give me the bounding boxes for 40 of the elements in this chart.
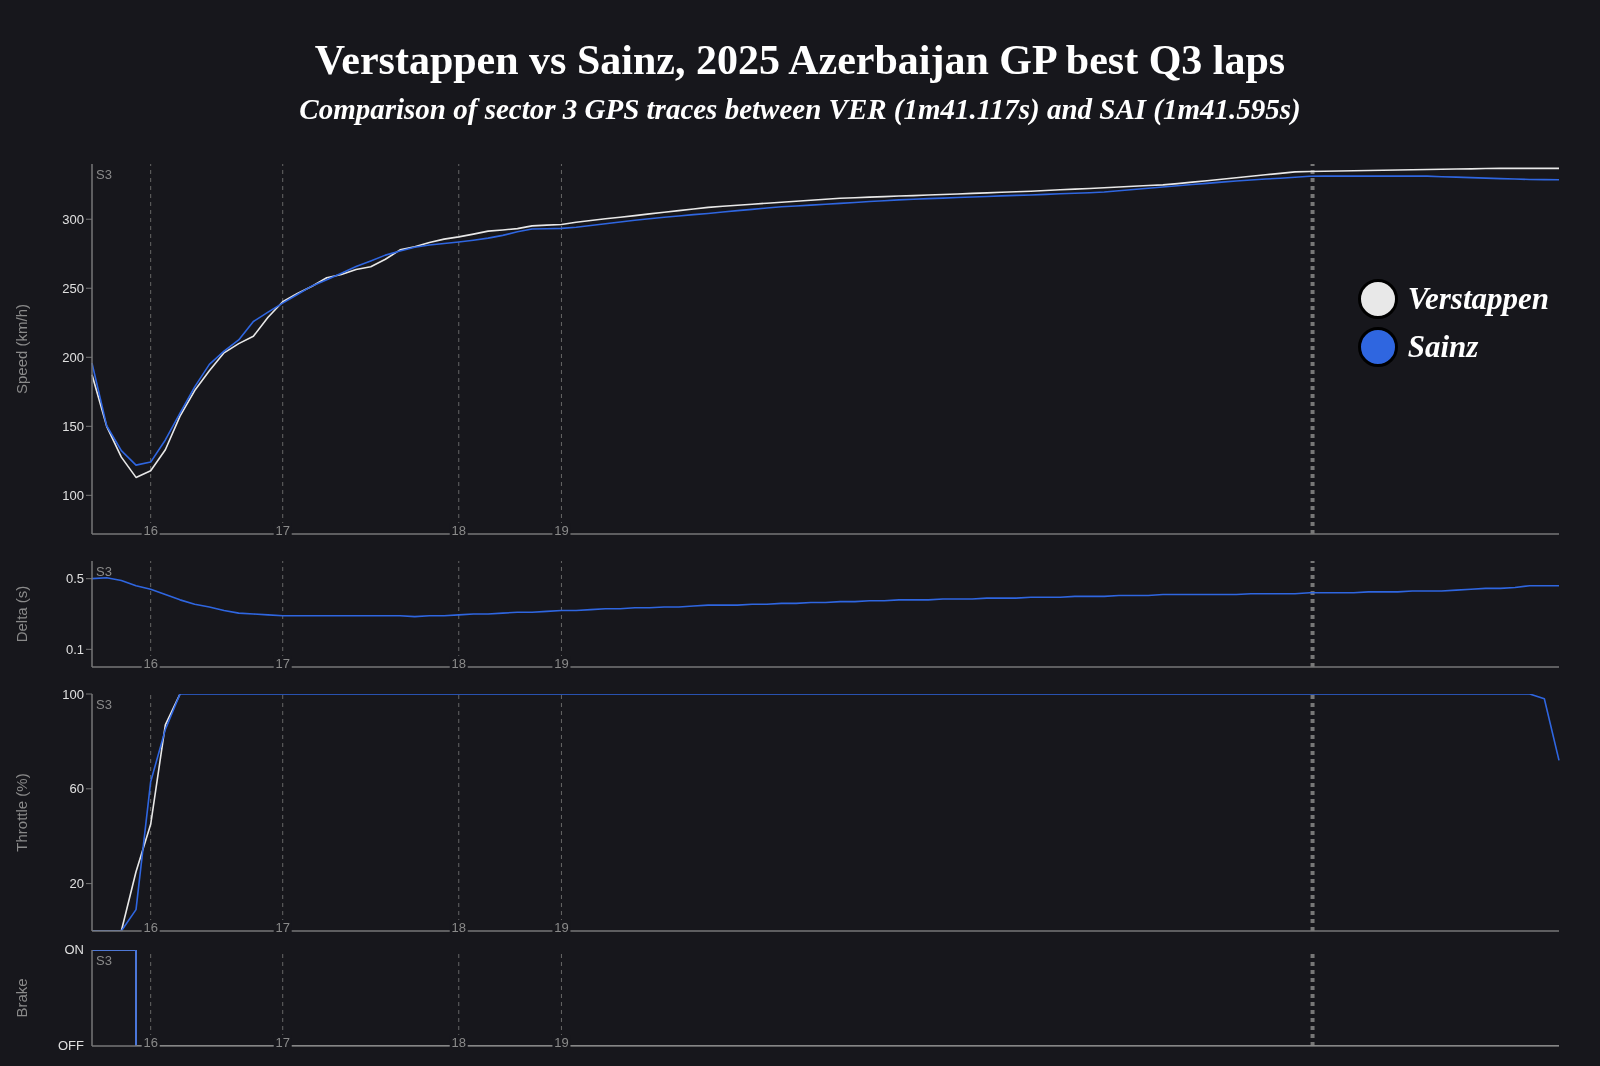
- x-tick-label: 16: [143, 1035, 158, 1050]
- x-tick-label: 18: [451, 656, 466, 671]
- y-axis-title: Speed (km/h): [13, 303, 31, 395]
- y-tick-label: 100: [62, 686, 84, 702]
- x-tick-label: 18: [451, 1035, 466, 1050]
- y-axis-title: Brake: [13, 978, 31, 1018]
- x-tick-label: 17: [275, 656, 290, 671]
- chart-title: Verstappen vs Sainz, 2025 Azerbaijan GP best Q3 laps: [313, 36, 1287, 84]
- y-tick-label: 250: [62, 280, 84, 296]
- text: OFF: [58, 1038, 84, 1053]
- x-tick-label: 16: [143, 523, 158, 538]
- y-tick-label: 0.5: [65, 571, 84, 587]
- x-tick-label: 19: [554, 656, 569, 671]
- legend-label: Verstappen: [1407, 281, 1549, 317]
- x-tick-label: 16: [143, 920, 158, 935]
- y-tick-label: 200: [62, 349, 84, 365]
- y-tick-label: 60: [69, 781, 84, 797]
- y-tick-label: 150: [62, 418, 84, 434]
- y-tick-label: 100: [62, 487, 84, 503]
- annotation: S3: [96, 953, 112, 968]
- x-tick-label: 19: [554, 920, 569, 935]
- annotation: S3: [96, 697, 112, 712]
- legend-label: Sainz: [1407, 329, 1479, 365]
- chart-subtitle: Comparison of sector 3 GPS traces between VER (1m41.117s) and SAI (1m41.595s): [298, 93, 1302, 126]
- x-tick-label: 18: [451, 920, 466, 935]
- x-tick-label: 19: [554, 1035, 569, 1050]
- x-tick-label: 17: [275, 1035, 290, 1050]
- annotation: S3: [96, 564, 112, 579]
- x-tick-label: 19: [554, 523, 569, 538]
- annotation: S3: [96, 167, 112, 182]
- y-tick-label: 300: [62, 211, 84, 227]
- x-tick-label: 18: [451, 523, 466, 538]
- text: ON: [64, 942, 84, 957]
- x-tick-label: 17: [275, 523, 290, 538]
- y-axis-title: Delta (s): [13, 585, 31, 643]
- x-tick-label: 17: [275, 920, 290, 935]
- x-tick-label: 16: [143, 656, 158, 671]
- y-tick-label: 20: [69, 876, 84, 892]
- y-axis-title: Throttle (%): [13, 773, 31, 852]
- y-tick-label: 0.1: [65, 641, 84, 657]
